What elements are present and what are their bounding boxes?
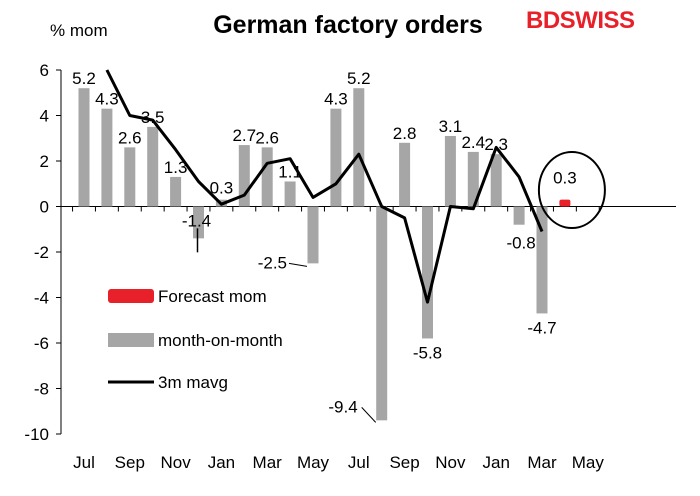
data-label: -0.8 (506, 234, 535, 253)
mom-bar (330, 108, 342, 207)
x-tick-label: May (572, 453, 605, 472)
y-tick-label: 6 (40, 61, 49, 80)
mom-bar (284, 181, 296, 207)
x-tick-label: Jan (482, 453, 509, 472)
data-label: 2.6 (255, 128, 279, 147)
legend-label-mavg: 3m mavg (158, 373, 228, 392)
data-label: 1.1 (278, 162, 302, 181)
mom-bar (353, 88, 365, 207)
mom-bar (78, 88, 90, 207)
y-tick-label: -6 (34, 334, 49, 353)
mom-bar (261, 147, 273, 207)
data-label: -1.4 (182, 211, 211, 230)
mom-bar (399, 142, 411, 207)
data-label: 0.3 (553, 169, 577, 188)
data-label: 0.3 (210, 179, 234, 198)
x-tick-label: Jul (73, 453, 95, 472)
data-label: 4.3 (324, 90, 348, 109)
mom-bar (444, 135, 456, 207)
mom-bar (467, 151, 479, 207)
x-tick-label: Jan (208, 453, 235, 472)
forecast-bar (559, 199, 571, 207)
brand-logo-swiss: SWISS (560, 7, 635, 34)
brand-logo-bd: BD (526, 7, 560, 34)
mom-bar (513, 206, 525, 225)
mom-bar (170, 176, 182, 207)
y-tick-label: 0 (40, 198, 49, 217)
legend-swatch-mom (108, 333, 154, 347)
data-label: 2.8 (393, 124, 417, 143)
legend-label-mom: month-on-month (158, 331, 283, 350)
data-label: 3.5 (141, 108, 165, 127)
mom-bar (124, 147, 136, 207)
data-label: 2.7 (232, 126, 256, 145)
mom-bar (307, 206, 319, 264)
y-tick-label: -4 (34, 289, 49, 308)
data-label: 2.4 (461, 133, 485, 152)
mom-bar (536, 206, 548, 314)
mom-bar (101, 108, 113, 207)
x-tick-label: Sep (115, 453, 145, 472)
mom-bar (490, 154, 502, 207)
mavg-line (105, 69, 544, 304)
mom-bar (147, 126, 159, 207)
data-label: -2.5 (258, 253, 287, 272)
mom-bar (193, 206, 204, 239)
mom-bar (238, 145, 250, 207)
leader-line (361, 407, 377, 423)
data-label: 5.2 (347, 69, 371, 88)
y-tick-label: -10 (24, 425, 49, 444)
data-label: 4.3 (95, 90, 119, 109)
y-tick-label: -8 (34, 380, 49, 399)
chart-title: German factory orders (213, 11, 483, 39)
legend-swatch-forecast (108, 289, 154, 303)
data-label: 2.3 (484, 135, 508, 154)
data-label: 1.3 (164, 158, 188, 177)
x-tick-label: May (297, 453, 330, 472)
y-axis-label: % mom (50, 21, 108, 40)
data-label: 5.2 (72, 69, 96, 88)
mom-bar (376, 206, 388, 421)
legend-label-forecast: Forecast mom (158, 287, 267, 306)
x-tick-label: Sep (389, 453, 419, 472)
x-tick-label: Nov (435, 453, 466, 472)
leader-line (288, 262, 308, 267)
forecast-circle (537, 151, 606, 229)
data-label: 3.1 (439, 117, 463, 136)
x-tick-label: Nov (160, 453, 191, 472)
y-tick-label: 4 (40, 107, 49, 126)
brand-logo: BDSWISS (526, 7, 635, 34)
data-label: -4.7 (527, 318, 556, 337)
data-label: 2.6 (118, 128, 142, 147)
y-tick-label: 2 (40, 152, 49, 171)
data-label: -5.8 (413, 343, 442, 362)
mom-bar (422, 206, 433, 339)
x-tick-label: Mar (527, 453, 557, 472)
x-tick-label: Jul (348, 453, 370, 472)
y-tick-label: -2 (34, 243, 49, 262)
data-label: -9.4 (328, 397, 357, 416)
x-tick-label: Mar (253, 453, 283, 472)
